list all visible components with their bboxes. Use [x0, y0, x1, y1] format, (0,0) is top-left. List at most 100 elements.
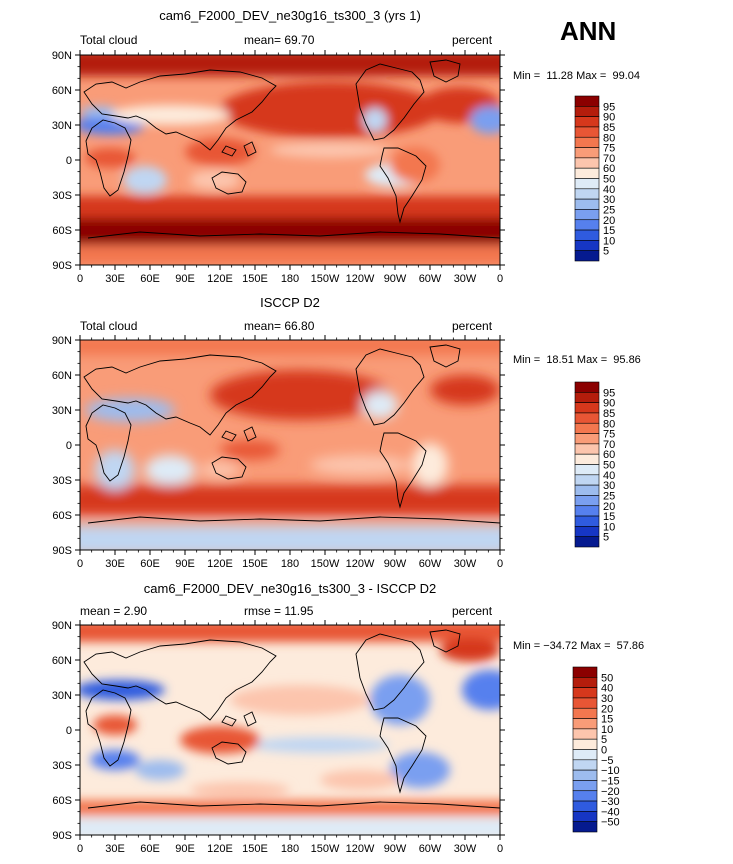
- panel-1-colorbar-swatch: [574, 250, 600, 262]
- panel-3-colorbar-label: −50: [601, 817, 620, 829]
- panel-2-colorbar-swatch: [574, 392, 600, 403]
- panel-2-colorbar-label: 60: [603, 449, 615, 461]
- panel-1-colorbar-label: 75: [603, 143, 615, 155]
- panel-3-colorbar-swatch: [572, 811, 598, 822]
- panel-2-colorbar-swatch: [574, 443, 600, 455]
- panel-2-lat-label: 60S: [52, 510, 72, 522]
- panel-3-colorbar-swatch: [572, 759, 598, 771]
- panel-3-lon-label: 30E: [105, 843, 125, 855]
- panel-2-colorbar-label: 30: [603, 480, 615, 492]
- panel-3-colorbar-label: −5: [601, 755, 614, 767]
- panel-2-lat-label: 30N: [52, 405, 72, 417]
- panel-1-coastlines: [83, 59, 500, 239]
- panel-3-lon-label: 150E: [242, 843, 268, 855]
- panel-2-colorbar-label: 15: [603, 511, 615, 523]
- panel-1-mean-label: mean= 69.70: [244, 33, 315, 47]
- panel-3-minmax: Min = −34.72 Max = 57.86: [513, 640, 645, 652]
- panel-2-units-label: percent: [452, 319, 493, 333]
- panel-2-map: [79, 339, 501, 551]
- panel-3-colorbar-label: 10: [601, 724, 613, 736]
- panel-2-lon-label: 0: [497, 558, 503, 570]
- panel-2-lon-label: 120E: [207, 558, 233, 570]
- panel-2-colorbar-label: 50: [603, 460, 615, 472]
- panel-1-field: [80, 55, 500, 265]
- panel-3-lat-label: 60N: [52, 655, 72, 667]
- panel-2-colorbar-swatch: [574, 474, 600, 486]
- panel-2-colorbar-label: 10: [603, 521, 615, 533]
- panel-2-colorbar-label: 70: [603, 439, 615, 451]
- panel-2-colorbar-swatch: [574, 433, 600, 445]
- panel-2-colorbar-label: 25: [603, 490, 615, 502]
- panel-1-map: [79, 54, 501, 266]
- panel-1-colorbar-label: 95: [603, 101, 615, 113]
- panel-1-lat-label: 30S: [52, 190, 72, 202]
- panel-1-colorbar-swatch: [574, 116, 600, 128]
- panel-1-colorbar-swatch: [574, 126, 600, 138]
- panel-1-lon-label: 180: [281, 273, 299, 285]
- panel-2-colorbar-swatch: [574, 402, 600, 414]
- panel-1-lat-label: 60N: [52, 85, 72, 97]
- panel-2-lat-label: 90S: [52, 545, 72, 557]
- panel-2-variable-label: Total cloud: [80, 319, 138, 333]
- panel-2-colorbar-label: 20: [603, 501, 615, 513]
- panel-1-colorbar-label: 90: [603, 112, 615, 124]
- panel-3-mean-label: mean = 2.90: [80, 604, 148, 618]
- panel-1-colorbar-label: 80: [603, 132, 615, 144]
- panel-3-colorbar-swatch: [572, 769, 598, 781]
- panel-1-colorbar-label: 85: [603, 122, 615, 134]
- panel-1-lon-label: 90E: [175, 273, 195, 285]
- panel-1-colorbar-swatch: [574, 229, 600, 241]
- panel-1-colorbar-label: 25: [603, 204, 615, 216]
- panel-1-colorbar-label: 10: [603, 235, 615, 247]
- panel-3-lon-label: 120E: [207, 843, 233, 855]
- panel-1-minmax: Min = 11.28 Max = 99.04: [513, 70, 640, 82]
- panel-3-lon-label: 120W: [346, 843, 375, 855]
- panel-3-colorbar-label: −20: [601, 786, 620, 798]
- panel-1-colorbar-label: 70: [603, 153, 615, 165]
- panel-3-colorbar-swatch: [572, 718, 598, 730]
- panel-3-lat-label: 30N: [52, 690, 72, 702]
- panel-3-lat-label: 0: [66, 725, 72, 737]
- panel-1-colorbar-swatch: [574, 147, 600, 159]
- panel-1-variable-label: Total cloud: [80, 33, 138, 47]
- panel-1-colorbar-swatch: [574, 95, 600, 107]
- panel-2-lon-label: 150E: [242, 558, 268, 570]
- panel-3-colorbar-label: 15: [601, 714, 613, 726]
- panel-2-colorbar-swatch: [574, 495, 600, 507]
- panel-3-lat-label: 30S: [52, 760, 72, 772]
- panel-2-colorbar-swatch: [574, 526, 600, 537]
- panel-1-colorbar-swatch: [574, 188, 600, 200]
- panel-2-lon-label: 90W: [384, 558, 407, 570]
- panel-3-colorbar-swatch: [572, 687, 598, 699]
- panel-2-colorbar-label: 80: [603, 418, 615, 430]
- panel-2-coastlines: [83, 344, 500, 524]
- panel-3-colorbar-swatch: [572, 677, 598, 688]
- panel-1-lon-label: 90W: [384, 273, 407, 285]
- panel-3-colorbar-swatch: [572, 697, 598, 709]
- panel-3-colorbar-swatch: [572, 821, 598, 833]
- panel-2-mean-label: mean= 66.80: [244, 319, 315, 333]
- panel-2-minmax: Min = 18.51 Max = 95.86: [513, 354, 641, 366]
- panel-2-lat-label: 30S: [52, 475, 72, 487]
- panel-3-lon-label: 90W: [384, 843, 407, 855]
- panel-1-colorbar-label: 40: [603, 184, 615, 196]
- panel-1-colorbar-label: 60: [603, 163, 615, 175]
- panel-1-lon-label: 150E: [242, 273, 268, 285]
- panel-3-lon-label: 90E: [175, 843, 195, 855]
- panel-1-lon-label: 60E: [140, 273, 160, 285]
- panel-3-title: cam6_F2000_DEV_ne30g16_ts300_3 - ISCCP D…: [143, 581, 437, 596]
- panel-2-colorbar-label: 40: [603, 470, 615, 482]
- panel-1-colorbar-label: 20: [603, 215, 615, 227]
- panel-1-lon-label: 30E: [105, 273, 125, 285]
- panel-1-colorbar-label: 50: [603, 174, 615, 186]
- panel-2-colorbar-swatch: [574, 464, 600, 476]
- panel-3-lon-label: 150W: [311, 843, 340, 855]
- panel-1-lat-label: 0: [66, 155, 72, 167]
- panel-3-colorbar-label: 40: [601, 683, 613, 695]
- panel-2-lon-label: 30E: [105, 558, 125, 570]
- panel-2-title: ISCCP D2: [260, 295, 320, 310]
- panel-3-colorbar-swatch: [572, 738, 598, 750]
- panel-1-colorbar-swatch: [574, 240, 600, 251]
